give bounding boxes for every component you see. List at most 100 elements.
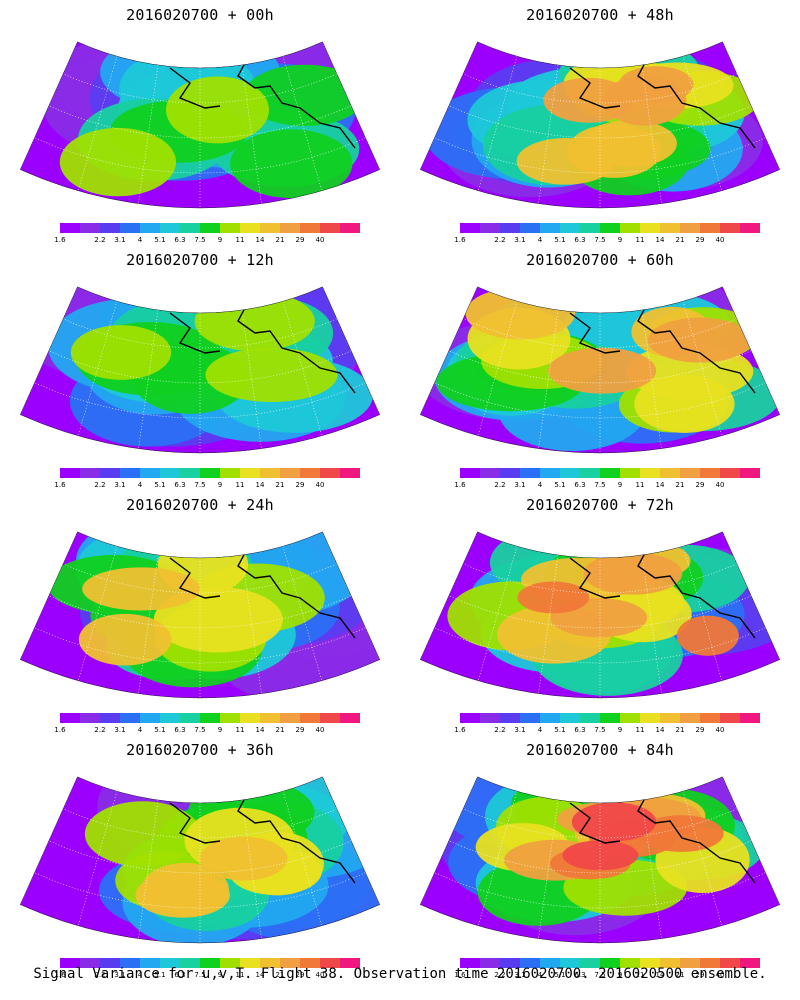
- colorbar-swatch: [100, 958, 120, 968]
- colorbar-swatch: [200, 223, 220, 233]
- colorbar-swatch: [560, 468, 580, 478]
- colorbar-swatch: [320, 223, 340, 233]
- colorbar-swatch: [240, 468, 260, 478]
- colorbar-swatch: [160, 958, 180, 968]
- colorbar-tick-label: 40: [715, 481, 725, 489]
- colorbar-tick-label: 2.2: [94, 726, 106, 734]
- colorbar-swatch: [120, 223, 140, 233]
- colorbar-swatch: [140, 713, 160, 723]
- colorbar-swatch: [340, 958, 360, 968]
- colorbar-swatch: [500, 958, 520, 968]
- colorbar-swatch: [80, 468, 100, 478]
- panel-title: 2016020700 + 00h: [126, 6, 274, 24]
- variance-contour: [59, 127, 177, 197]
- panel-title: 2016020700 + 24h: [126, 496, 274, 514]
- variance-contour: [230, 129, 353, 199]
- colorbar-tick-label: 21: [675, 236, 685, 244]
- colorbar-swatch: [540, 713, 560, 723]
- colorbar-swatch: [180, 958, 200, 968]
- variance-map: [20, 776, 380, 944]
- coastline: [169, 782, 356, 884]
- colorbar-swatch: [560, 713, 580, 723]
- variance-contour: [516, 138, 616, 185]
- colorbar-tick-label: 40: [315, 236, 325, 244]
- coastline: [169, 47, 356, 149]
- colorbar-tick-label: 1.6: [454, 726, 466, 734]
- colorbar-tick-label: 3.1: [514, 481, 526, 489]
- colorbar-tick-label: 5.1: [154, 236, 166, 244]
- colorbar-ticks: 1.6 2.2 3.1 4 5.1 6.3 7.5 9 11 14 21 29 40: [54, 236, 360, 246]
- colorbar: [60, 223, 360, 233]
- colorbar-swatch: [500, 223, 520, 233]
- variance-map: [20, 286, 380, 454]
- colorbar-swatch: [540, 223, 560, 233]
- variance-map: [420, 531, 780, 699]
- variance-contour: [153, 587, 283, 653]
- colorbar-tick-label: 3.1: [114, 236, 126, 244]
- colorbar-tick-label: 9: [617, 236, 623, 244]
- colorbar-tick-label: 1.6: [54, 971, 66, 979]
- colorbar-tick-label: 11: [235, 971, 245, 979]
- colorbar-swatch: [740, 713, 760, 723]
- colorbar-swatch: [460, 713, 480, 723]
- colorbar-swatch: [580, 468, 600, 478]
- colorbar-swatch: [680, 713, 700, 723]
- colorbar-tick-label: 7.5: [194, 726, 206, 734]
- colorbar-swatch: [180, 223, 200, 233]
- colorbar: [460, 958, 760, 968]
- colorbar-swatch: [60, 468, 80, 478]
- colorbar-tick-label: 2.2: [94, 481, 106, 489]
- colorbar-tick-label: 14: [655, 726, 665, 734]
- variance-contour: [243, 64, 366, 127]
- colorbar-swatch: [160, 713, 180, 723]
- variance-contour: [199, 836, 288, 881]
- colorbar-tick-label: 21: [675, 971, 685, 979]
- colorbar-tick-label: 29: [295, 236, 305, 244]
- colorbar-tick-label: 11: [635, 236, 645, 244]
- colorbar-tick-label: 3.1: [114, 726, 126, 734]
- colorbar-swatch: [300, 468, 320, 478]
- colorbar-swatch: [120, 468, 140, 478]
- colorbar-tick-label: 2.2: [94, 971, 106, 979]
- colorbar-swatch: [520, 468, 540, 478]
- colorbar-swatch: [660, 713, 680, 723]
- variance-map: [420, 776, 780, 944]
- colorbar-tick-label: 7.5: [594, 726, 606, 734]
- variance-contour: [141, 862, 229, 917]
- colorbar-swatch: [140, 223, 160, 233]
- colorbar-swatch: [700, 223, 720, 233]
- variance-contour: [562, 840, 639, 871]
- colorbar-swatch: [60, 223, 80, 233]
- colorbar-tick-label: 1.6: [454, 236, 466, 244]
- colorbar-tick-label: 3.1: [514, 971, 526, 979]
- colorbar-tick-label: 3.1: [514, 726, 526, 734]
- colorbar-tick-label: 7.5: [594, 236, 606, 244]
- colorbar-tick-label: 2.2: [494, 236, 506, 244]
- forecast-panel: 2016020700 + 72h 1.6 2.2 3.1 4 5.1 6.3 7.5 9 11 14…: [400, 490, 800, 735]
- colorbar-swatch: [340, 223, 360, 233]
- colorbar-tick-label: 29: [695, 236, 705, 244]
- forecast-panel: 2016020700 + 36h 1.6 2.2 3.1 4 5.1 6.3 7.5 9 11 14…: [0, 735, 400, 980]
- colorbar: [460, 223, 760, 233]
- colorbar-tick-label: 11: [635, 481, 645, 489]
- colorbar-tick-label: 14: [655, 971, 665, 979]
- colorbar-tick-label: 14: [255, 971, 265, 979]
- colorbar-tick-label: 11: [235, 481, 245, 489]
- colorbar-swatch: [580, 958, 600, 968]
- colorbar-swatch: [300, 958, 320, 968]
- colorbar-ticks: 1.6 2.2 3.1 4 5.1 6.3 7.5 9 11 14 21 29 40: [54, 481, 360, 491]
- colorbar-ticks: 1.6 2.2 3.1 4 5.1 6.3 7.5 9 11 14 21 29 40: [454, 481, 760, 491]
- colorbar-tick-label: 4: [137, 236, 143, 244]
- colorbar-tick-label: 7.5: [194, 971, 206, 979]
- colorbar-swatch: [660, 468, 680, 478]
- colorbar-tick-label: 6.3: [174, 726, 186, 734]
- forecast-panel: 2016020700 + 60h 1.6 2.2 3.1 4 5.1 6.3 7.5 9 11 14…: [400, 245, 800, 490]
- colorbar-tick-label: 6.3: [174, 481, 186, 489]
- colorbar: [60, 713, 360, 723]
- forecast-panel: 2016020700 + 12h 1.6 2.2 3.1 4 5.1 6.3 7.5 9 11 14…: [0, 245, 400, 490]
- colorbar-swatch: [240, 958, 260, 968]
- colorbar-tick-label: 1.6: [54, 236, 66, 244]
- colorbar-swatch: [240, 713, 260, 723]
- colorbar-tick-label: 5.1: [154, 726, 166, 734]
- colorbar-tick-label: 1.6: [54, 481, 66, 489]
